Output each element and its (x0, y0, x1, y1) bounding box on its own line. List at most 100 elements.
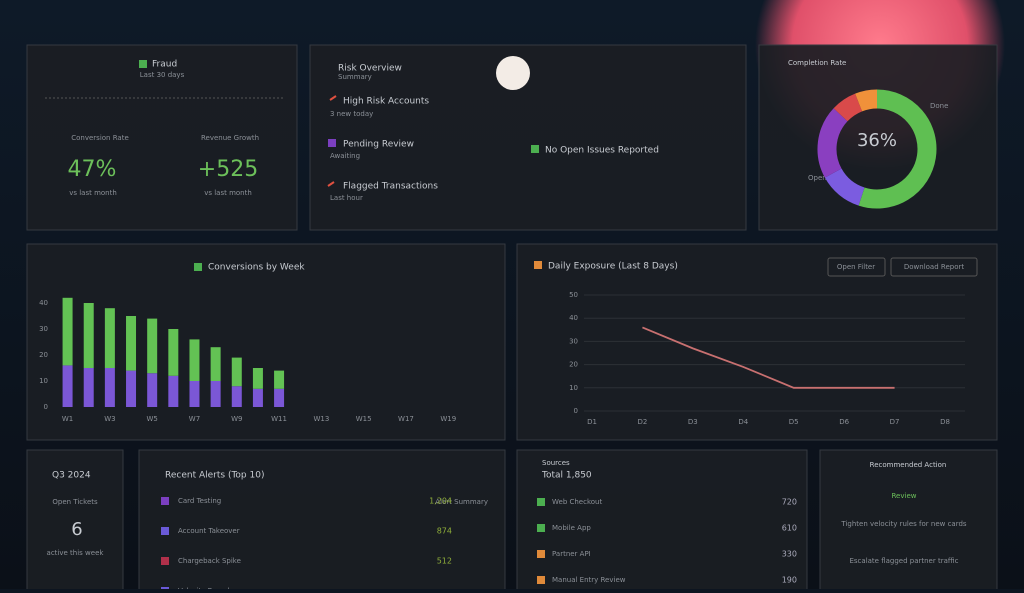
icon (194, 263, 202, 271)
x-tick-label: D3 (688, 418, 698, 426)
header: Alert Summary (435, 498, 488, 506)
row-name: Card Testing (178, 497, 221, 505)
annotation: Open (808, 174, 827, 182)
item-label: Pending Review (343, 140, 414, 150)
y-tick-label: 40 (569, 314, 578, 322)
donut-segment (855, 89, 878, 112)
donut-segment (858, 89, 937, 209)
row-value: 720 (782, 498, 797, 507)
x-tick-label: W3 (104, 415, 115, 423)
subtitle: Total 1,850 (541, 471, 592, 481)
y-tick-label: 0 (44, 403, 48, 411)
x-tick-label: D7 (890, 418, 900, 426)
stat-note: vs last month (69, 189, 117, 197)
row-icon (537, 498, 545, 506)
item-label: Flagged Transactions (343, 182, 438, 192)
avatar (496, 56, 530, 90)
x-tick-label: D2 (638, 418, 648, 426)
row-name: Mobile App (552, 524, 591, 532)
y-tick-label: 10 (569, 384, 578, 392)
y-tick-label: 30 (39, 325, 48, 333)
button-label[interactable]: Download Report (904, 263, 964, 271)
stat-value: 47% (68, 157, 117, 182)
row-icon (161, 527, 169, 535)
tag: Review (892, 492, 917, 500)
title: Sources (542, 459, 570, 467)
panel (138, 449, 506, 593)
x-tick-label: W11 (271, 415, 287, 423)
item-note: Last hour (330, 194, 363, 202)
bar-segment (274, 370, 285, 389)
x-tick-label: D8 (940, 418, 950, 426)
row-icon (537, 550, 545, 558)
y-tick-label: 20 (569, 361, 578, 369)
annotation: Done (930, 102, 948, 110)
button-label[interactable]: Open Filter (837, 263, 875, 271)
button[interactable] (890, 257, 978, 277)
row-value: 330 (782, 550, 797, 559)
stat-note: vs last month (204, 189, 252, 197)
y-tick-label: 40 (39, 299, 48, 307)
bar-segment (126, 316, 137, 371)
bar-segment (252, 368, 263, 389)
label: Open Tickets (52, 498, 98, 506)
center-label: 36% (857, 130, 897, 151)
panel (516, 449, 808, 593)
row-value: 1,204 (429, 497, 452, 506)
x-tick-label: D5 (789, 418, 799, 426)
stat-label: Conversion Rate (71, 134, 129, 142)
icon (531, 145, 539, 153)
bar-segment (189, 339, 200, 381)
row-name: Account Takeover (178, 527, 240, 535)
bar-segment (210, 347, 221, 381)
bar-segment (189, 381, 200, 407)
x-tick-label: D1 (587, 418, 597, 426)
x-tick-label: W7 (189, 415, 200, 423)
panel (26, 243, 506, 441)
bar-segment (231, 386, 242, 407)
x-tick-label: W1 (62, 415, 73, 423)
button[interactable] (827, 257, 886, 277)
bar-segment (168, 375, 179, 407)
row-name: Web Checkout (552, 498, 602, 506)
item-note: Awaiting (330, 152, 360, 160)
x-tick-label: W19 (440, 415, 456, 423)
bar-segment (104, 308, 115, 368)
donut-segment (817, 108, 848, 178)
title: Recommended Action (870, 461, 947, 469)
x-tick-label: W13 (313, 415, 329, 423)
line (642, 326, 895, 389)
panel (26, 449, 124, 593)
row-name: Partner API (552, 550, 591, 558)
donut-segment (833, 93, 863, 122)
row-icon (537, 524, 545, 532)
status: No Open Issues Reported (545, 146, 659, 156)
icon (327, 95, 337, 187)
title: Q3 2024 (52, 471, 91, 481)
text-line: Escalate flagged partner traffic (849, 557, 958, 565)
text-line: Tighten velocity rules for new cards (840, 520, 966, 528)
x-tick-label: W9 (231, 415, 242, 423)
row-name: Chargeback Spike (178, 557, 241, 565)
bar-segment (147, 373, 158, 407)
row-icon (161, 497, 169, 505)
row-value: 874 (437, 527, 452, 536)
x-tick-label: W5 (146, 415, 157, 423)
row-icon (537, 576, 545, 584)
y-tick-label: 20 (39, 351, 48, 359)
bar-segment (231, 357, 242, 387)
panel (516, 243, 998, 441)
y-tick-label: 50 (569, 291, 578, 299)
bar-segment (83, 368, 94, 407)
item-note: 3 new today (330, 110, 373, 118)
bar-segment (83, 303, 94, 368)
stat-value: +525 (198, 157, 258, 182)
bar-segment (104, 368, 115, 407)
bar-segment (210, 381, 221, 407)
panel (26, 44, 298, 231)
value: 6 (71, 519, 82, 540)
bar-segment (252, 388, 263, 407)
y-tick-label: 30 (569, 337, 578, 345)
y-tick-label: 10 (39, 377, 48, 385)
x-tick-label: W17 (398, 415, 414, 423)
